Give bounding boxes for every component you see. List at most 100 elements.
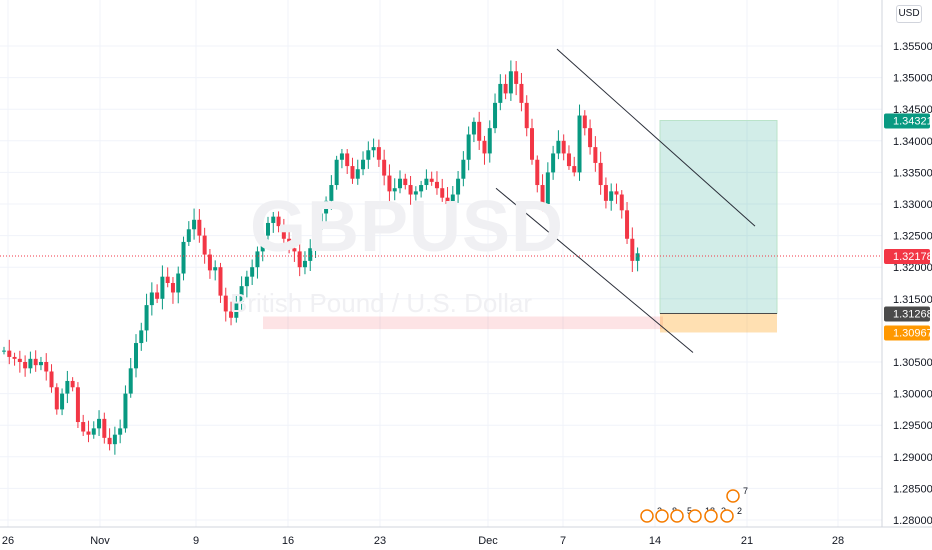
candle-body[interactable]	[239, 286, 244, 302]
candle-body[interactable]	[535, 159, 540, 186]
candle-body[interactable]	[292, 248, 297, 252]
trendline-lower[interactable]	[495, 187, 694, 353]
candle-body[interactable]	[165, 276, 170, 283]
position-profit-zone[interactable]	[659, 120, 778, 314]
candle-body[interactable]	[155, 292, 160, 299]
candle-body[interactable]	[545, 172, 550, 204]
candle-body[interactable]	[54, 387, 59, 410]
candle-body[interactable]	[2, 350, 6, 352]
event-marker-icon[interactable]	[704, 509, 718, 523]
candle-body[interactable]	[429, 178, 434, 182]
support-zone[interactable]	[263, 316, 663, 330]
candle-body[interactable]	[355, 169, 360, 179]
candle-body[interactable]	[392, 188, 397, 192]
candle-body[interactable]	[329, 185, 334, 201]
candle-body[interactable]	[445, 197, 450, 204]
candle-body[interactable]	[181, 241, 186, 274]
candle-body[interactable]	[318, 213, 323, 230]
candle-body[interactable]	[160, 276, 165, 299]
candle-body[interactable]	[123, 393, 128, 429]
candle-body[interactable]	[530, 128, 534, 160]
candle-body[interactable]	[593, 147, 598, 163]
candle-body[interactable]	[503, 83, 508, 94]
candle-body[interactable]	[376, 147, 381, 160]
candle-body[interactable]	[556, 140, 561, 154]
candle-body[interactable]	[244, 276, 249, 287]
candle-body[interactable]	[440, 188, 445, 198]
candle-body[interactable]	[287, 238, 292, 249]
candle-body[interactable]	[86, 431, 91, 435]
candle-body[interactable]	[192, 219, 197, 230]
trendline-upper[interactable]	[556, 48, 756, 227]
candle-body[interactable]	[408, 185, 413, 195]
candle-body[interactable]	[144, 305, 149, 331]
candle-body[interactable]	[345, 153, 350, 167]
candle-body[interactable]	[207, 254, 212, 271]
candle-body[interactable]	[524, 102, 529, 129]
candle-body[interactable]	[339, 153, 344, 160]
candle-body[interactable]	[609, 191, 614, 201]
candle-body[interactable]	[498, 83, 503, 103]
candle-body[interactable]	[97, 418, 102, 429]
event-marker-icon[interactable]	[720, 509, 734, 523]
candle-body[interactable]	[450, 194, 455, 204]
candle-body[interactable]	[334, 159, 339, 186]
candle-body[interactable]	[403, 178, 408, 186]
event-marker-icon[interactable]	[670, 509, 684, 523]
candle-body[interactable]	[202, 235, 207, 255]
candle-body[interactable]	[38, 362, 43, 366]
candle-body[interactable]	[75, 387, 80, 423]
candle-body[interactable]	[276, 216, 281, 227]
candle-body[interactable]	[65, 380, 70, 394]
candle-body[interactable]	[23, 362, 28, 369]
candle-body[interactable]	[176, 273, 181, 293]
candle-body[interactable]	[197, 219, 202, 236]
candle-body[interactable]	[60, 393, 65, 410]
currency-button[interactable]: USD	[896, 5, 922, 23]
candle-body[interactable]	[281, 226, 286, 239]
candle-body[interactable]	[302, 260, 307, 268]
candle-body[interactable]	[382, 159, 387, 176]
candle-body[interactable]	[186, 229, 191, 242]
candle-body[interactable]	[387, 175, 392, 192]
candle-body[interactable]	[371, 147, 376, 151]
candle-body[interactable]	[398, 178, 402, 189]
candle-body[interactable]	[630, 238, 635, 261]
candle-body[interactable]	[118, 428, 123, 435]
candle-body[interactable]	[566, 153, 571, 167]
candle-body[interactable]	[540, 185, 545, 204]
candle-body[interactable]	[313, 229, 318, 249]
candle-body[interactable]	[255, 251, 260, 268]
candle-body[interactable]	[170, 283, 175, 293]
candle-body[interactable]	[572, 166, 577, 173]
candle-body[interactable]	[266, 222, 270, 236]
candle-body[interactable]	[107, 437, 112, 445]
candle-body[interactable]	[487, 128, 492, 154]
candle-body[interactable]	[413, 191, 418, 195]
candle-body[interactable]	[234, 301, 239, 318]
candle-body[interactable]	[561, 140, 566, 154]
position-stop-zone[interactable]	[660, 313, 777, 333]
candle-body[interactable]	[519, 83, 524, 103]
candle-body[interactable]	[493, 102, 498, 129]
candle-body[interactable]	[603, 185, 608, 201]
event-marker-icon[interactable]	[688, 509, 702, 523]
candle-body[interactable]	[582, 115, 587, 129]
candle-body[interactable]	[250, 267, 255, 277]
candle-body[interactable]	[361, 159, 366, 170]
candle-body[interactable]	[260, 235, 265, 252]
candle-body[interactable]	[112, 434, 117, 445]
candle-body[interactable]	[625, 210, 630, 239]
candle-body[interactable]	[466, 134, 471, 160]
candle-body[interactable]	[139, 330, 144, 344]
candle-body[interactable]	[424, 178, 429, 186]
candle-body[interactable]	[350, 166, 355, 179]
candle-body[interactable]	[49, 371, 54, 388]
candle-body[interactable]	[91, 428, 96, 435]
event-marker-icon[interactable]	[640, 509, 654, 523]
candle-body[interactable]	[598, 162, 603, 186]
candle-body[interactable]	[577, 115, 582, 173]
candle-body[interactable]	[70, 380, 75, 388]
candle-body[interactable]	[134, 343, 138, 369]
